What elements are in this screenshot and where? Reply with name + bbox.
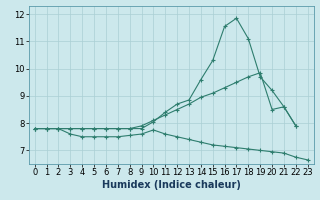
X-axis label: Humidex (Indice chaleur): Humidex (Indice chaleur): [102, 180, 241, 190]
